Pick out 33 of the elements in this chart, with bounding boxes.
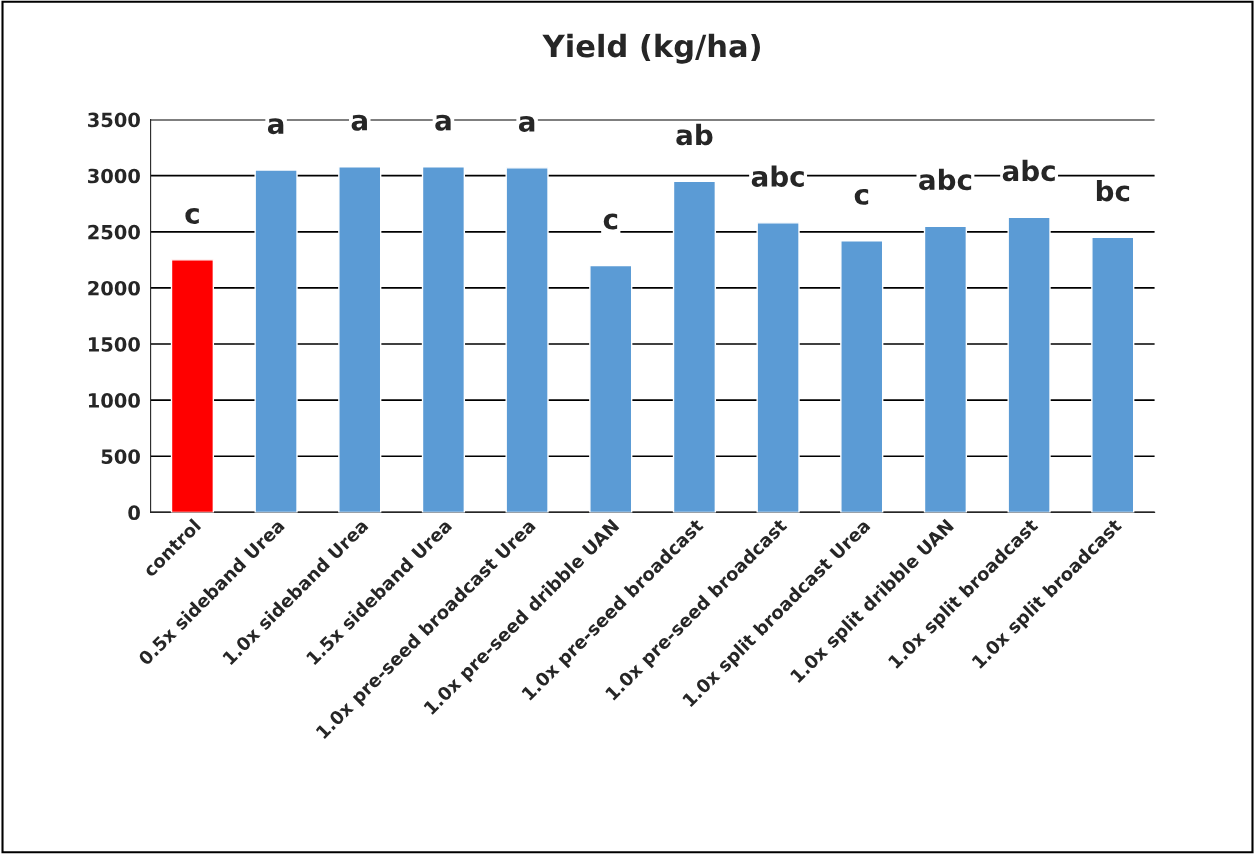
y-tick-label: 2000 — [88, 280, 140, 296]
data-label: c — [603, 213, 618, 230]
bar — [338, 166, 382, 513]
data-label: a — [518, 115, 535, 132]
bar — [1091, 236, 1135, 513]
y-tick-label: 1500 — [88, 337, 140, 352]
data-label: abc — [1002, 159, 1055, 182]
y-tick-label: 3500 — [88, 112, 140, 128]
bar — [505, 167, 549, 513]
bar — [923, 225, 968, 513]
bar — [840, 240, 884, 513]
chart-title: Yield (kg/ha) — [542, 33, 760, 64]
data-label: bc — [1096, 179, 1130, 202]
bar — [589, 264, 633, 513]
data-label: a — [267, 118, 284, 135]
bar — [170, 259, 215, 513]
bar — [672, 180, 717, 513]
y-tick-label: 1000 — [88, 393, 140, 408]
data-label: c — [854, 188, 869, 205]
bar — [254, 169, 298, 513]
bar — [421, 166, 466, 513]
y-tick-label: 0 — [128, 505, 140, 521]
y-tick-label: 2500 — [88, 224, 140, 240]
data-label: abc — [751, 165, 804, 187]
data-label: a — [435, 114, 451, 131]
bar — [1007, 216, 1051, 513]
y-tick-label: 500 — [101, 449, 140, 464]
data-label: a — [351, 114, 367, 131]
y-tick-label: 3000 — [88, 168, 140, 184]
data-label: ab — [676, 123, 713, 146]
data-label: c — [185, 207, 199, 224]
data-label: abc — [919, 168, 972, 191]
bar — [756, 222, 800, 513]
